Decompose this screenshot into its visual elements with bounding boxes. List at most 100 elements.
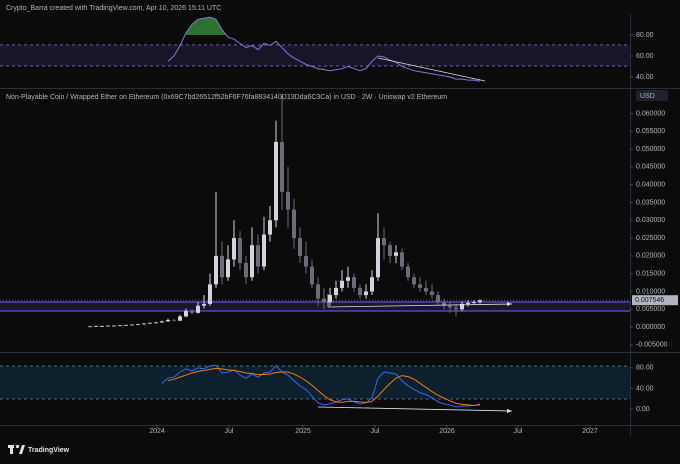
candle-body [400, 252, 404, 267]
y-tick-label: 0.000000 [636, 324, 665, 331]
y-tick-label: 0.005000 [636, 306, 665, 313]
marks: 0.060000 0.055000 0.050000 0.045000 0.040000… [0, 16, 678, 435]
x-tick-label: Jul [514, 428, 523, 435]
candle-body [184, 311, 188, 317]
candle-body [214, 255, 218, 285]
candle-body [340, 280, 344, 288]
candle-body [196, 305, 200, 313]
candle-body [142, 323, 146, 325]
y-tick-label: 0.035000 [636, 199, 665, 206]
indicator-line [161, 364, 481, 408]
indicator-line [167, 16, 481, 82]
candle-body [364, 291, 368, 296]
x-tick-label: 2025 [295, 428, 311, 435]
footer [0, 436, 680, 464]
candle-body [454, 307, 458, 310]
last-price-label: 0.007546 [635, 297, 664, 304]
x-tick-label: 2027 [582, 428, 598, 435]
candle-body [328, 295, 332, 303]
candle-body [202, 303, 206, 306]
logo-icon [8, 444, 25, 454]
candle-body [124, 324, 128, 326]
y-tick-label: 0.025000 [636, 235, 665, 242]
candle-body [172, 319, 176, 321]
candle-body [382, 238, 386, 246]
candle-body [256, 245, 260, 267]
trend-line [327, 303, 513, 308]
currency-button[interactable] [636, 90, 668, 101]
candle-body [388, 245, 392, 256]
candle-body [226, 259, 230, 278]
candle-body [112, 325, 116, 327]
candle-body [370, 277, 374, 292]
y-tick-label: 80.00 [636, 365, 654, 372]
candle-body [412, 277, 416, 285]
y-tick-label: 0.050000 [636, 146, 665, 153]
candle-body [472, 302, 476, 303]
y-tick-label: 0.045000 [636, 164, 665, 171]
support-zone [0, 302, 630, 311]
candle-body [394, 252, 398, 256]
candle-body [310, 266, 314, 285]
chart-title: Non-Playable Coin / Wrapped Ether on Eth… [6, 94, 447, 101]
y-tick-label: 80.00 [636, 32, 654, 39]
candle-body [436, 295, 440, 303]
y-tick-label: 0.00 [636, 406, 650, 413]
candle-body [406, 266, 410, 278]
candle-body [460, 303, 464, 310]
candle-body [166, 319, 170, 322]
candle-body [268, 220, 272, 235]
x-tick-label: Jul [225, 428, 234, 435]
candle-body [118, 325, 122, 327]
candle-body [448, 305, 452, 308]
candle-body [178, 316, 182, 321]
header: Crypto_Barra created with TradingView.co… [6, 5, 221, 12]
candle-body [442, 302, 446, 306]
y-tick-label: 40.00 [636, 74, 654, 81]
candle-body [250, 245, 254, 278]
x-tick-label: 2024 [149, 428, 165, 435]
last-price-tag [632, 295, 678, 306]
candle-body [148, 322, 152, 324]
candle-body [232, 238, 236, 260]
y-tick-label: 0.060000 [636, 110, 665, 117]
candle-body [88, 326, 92, 328]
indicator-band [0, 45, 630, 66]
x-tick-label: 2026 [439, 428, 455, 435]
candle-body [298, 238, 302, 256]
arrow-head [507, 302, 512, 306]
logo-text: TradingView [28, 447, 70, 454]
candle-body [220, 255, 224, 278]
candle-body [190, 311, 194, 313]
candle-body [430, 291, 434, 296]
candle-body [286, 191, 290, 210]
candle-body [262, 234, 266, 267]
y-tick-label: 0.040000 [636, 182, 665, 189]
candle-body [478, 300, 482, 303]
candle-body [424, 287, 428, 292]
indicator-line [167, 367, 481, 406]
candle-body [334, 287, 338, 296]
candle-body [376, 238, 380, 278]
candle-body [280, 141, 284, 192]
currency[interactable]: USD [640, 93, 655, 100]
overbought-fill [168, 17, 480, 35]
y-tick-label: 0.015000 [636, 271, 665, 278]
arrow-head [507, 409, 512, 413]
y-tick-label: 0.010000 [636, 288, 665, 295]
candle-body [100, 326, 104, 327]
candle-body [160, 321, 164, 323]
candle-body [238, 238, 242, 264]
candle-body [244, 263, 248, 278]
candle-body [316, 284, 320, 299]
candle-body [418, 284, 422, 288]
x-tick-label: Jul [371, 428, 380, 435]
candle-body [154, 322, 158, 324]
candle-body [292, 209, 296, 239]
y-tick-label: 0.020000 [636, 253, 665, 260]
rsi-band [0, 366, 630, 399]
candle-body [304, 255, 308, 267]
y-tick-label: 40.00 [636, 385, 654, 392]
